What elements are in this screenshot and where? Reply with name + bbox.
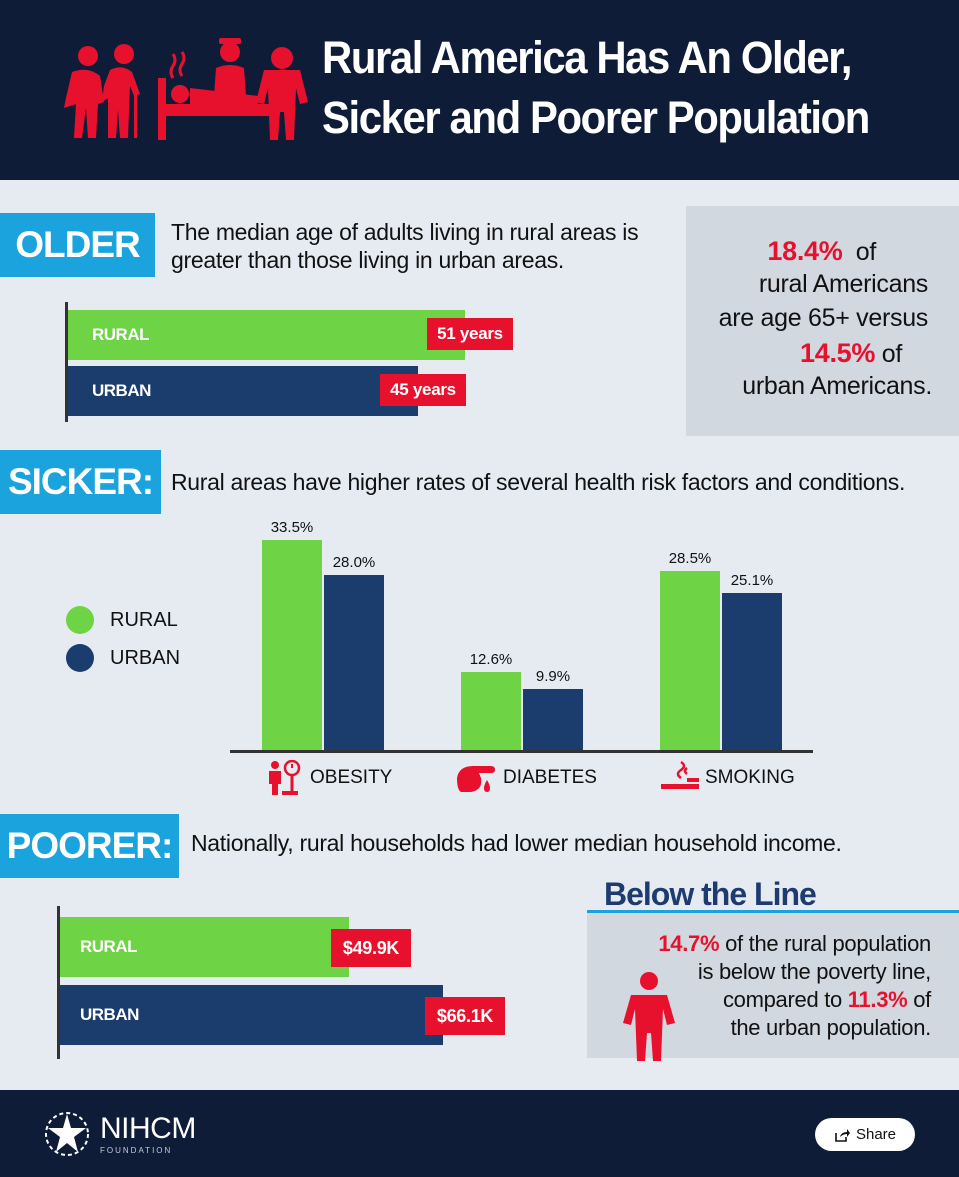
share-button-label: Share — [855, 1126, 897, 1143]
share-icon — [835, 1128, 850, 1142]
category-label-smoking: SMOKING — [705, 767, 795, 788]
legend-swatch-rural — [66, 606, 94, 634]
btl-line2: is below the poverty line, — [697, 959, 931, 984]
elderly-couple-icon — [64, 44, 140, 138]
data-label-smoking-rural: 28.5% — [668, 550, 712, 567]
older-description-line2: greater than those living in urban areas… — [171, 247, 565, 273]
btl-line1: 14.7% of the rural population — [658, 931, 931, 957]
person-hands-on-hips-icon — [623, 972, 675, 1061]
older-description-line1: The median age of adults living in rural… — [171, 219, 639, 245]
older-stat-line4: 14.5% of — [800, 338, 902, 369]
data-label-obesity-rural: 33.5% — [270, 519, 314, 536]
bar-diabetes-rural — [461, 672, 521, 751]
share-button[interactable]: Share — [815, 1118, 915, 1151]
value-tag-urban: 45 years — [380, 374, 466, 406]
bar-urban: URBAN — [60, 985, 443, 1045]
bar-label-rural: RURAL — [92, 325, 150, 344]
bar-label-rural: RURAL — [80, 937, 138, 956]
older-stat-line1: 18.4% of — [767, 236, 876, 267]
value-tag-rural: $49.9K — [331, 929, 411, 967]
category-label-obesity: OBESITY — [310, 767, 393, 788]
bar-rural: RURAL — [60, 917, 349, 977]
legend-label-urban: URBAN — [110, 646, 181, 669]
nihcm-logo-subtext: FOUNDATION — [100, 1146, 173, 1155]
legend-swatch-urban — [66, 644, 94, 672]
bar-label-urban: URBAN — [80, 1005, 139, 1024]
blood-drop-hand-icon — [457, 766, 495, 792]
data-label-diabetes-urban: 9.9% — [535, 668, 571, 685]
older-stat-line5: urban Americans. — [742, 372, 932, 400]
nihcm-star-logo-icon — [45, 1112, 89, 1156]
data-label-obesity-urban: 28.0% — [332, 554, 376, 571]
poorer-chart-axis — [57, 906, 60, 1059]
bar-obesity-urban — [324, 575, 384, 751]
category-label-diabetes: DIABETES — [503, 767, 597, 788]
urban-65-percent: 14.5% — [800, 338, 876, 368]
page-title-line1: Rural America Has An Older, — [322, 32, 852, 83]
legend-label-rural: RURAL — [110, 608, 178, 631]
below-the-line-rule — [587, 910, 959, 913]
older-stat-box: 18.4% of rural Americans are age 65+ ver… — [686, 206, 959, 436]
older-stat-of1: of — [855, 238, 877, 266]
category-smoking: SMOKING — [661, 760, 795, 796]
btl-line4: the urban population. — [730, 1015, 932, 1040]
older-stat-of2: of — [881, 340, 903, 368]
poorer-description: Nationally, rural households had lower m… — [191, 830, 842, 856]
legend-item-urban: URBAN — [66, 644, 180, 672]
header-illustration — [64, 38, 308, 140]
sicker-description: Rural areas have higher rates of several… — [171, 469, 906, 495]
below-the-line-title: Below the Line — [604, 876, 817, 912]
urban-poverty-percent: 11.3% — [847, 987, 908, 1012]
bar-diabetes-urban — [523, 689, 583, 751]
data-label-diabetes-rural: 12.6% — [469, 651, 513, 668]
older-stat-line3: are age 65+ versus — [718, 304, 929, 332]
bar-smoking-urban — [722, 593, 782, 751]
older-stat-line2: rural Americans — [758, 270, 928, 298]
rural-65-percent: 18.4% — [767, 236, 843, 266]
below-the-line-box: 14.7% of the rural population is below t… — [587, 913, 959, 1061]
rural-poverty-percent: 14.7% — [658, 931, 720, 956]
category-obesity: OBESITY — [266, 760, 392, 796]
bar-label-urban: URBAN — [92, 381, 151, 400]
btl-line1-rest: of the rural population — [725, 931, 931, 956]
nihcm-logo-text: NIHCM — [100, 1112, 196, 1145]
data-label-smoking-urban: 25.1% — [730, 572, 774, 589]
poorer-section-label: POORER: — [0, 814, 179, 878]
weight-scale-person-icon — [269, 760, 301, 795]
bar-obesity-rural — [262, 540, 322, 751]
btl-line3-pre: compared to — [722, 987, 842, 1012]
category-diabetes: DIABETES — [455, 760, 597, 796]
footer — [0, 1090, 959, 1177]
value-tag-urban: $66.1K — [425, 997, 505, 1035]
bar-urban: URBAN — [68, 366, 418, 416]
bar-smoking-rural — [660, 571, 720, 751]
btl-line3: compared to 11.3% of — [723, 987, 931, 1013]
older-section-label: OLDER — [0, 213, 155, 277]
cigarette-icon — [661, 760, 699, 789]
btl-line3-post: of — [913, 987, 931, 1012]
legend-item-rural: RURAL — [66, 606, 180, 634]
value-tag-rural: 51 years — [427, 318, 513, 350]
chart-legend: RURAL URBAN — [66, 606, 180, 672]
older-chart-axis — [65, 302, 68, 422]
health-chart-baseline — [230, 750, 813, 753]
sicker-section-label: SICKER: — [0, 450, 161, 514]
person-hands-on-hips-icon — [256, 47, 308, 140]
page-title-line2: Sicker and Poorer Population — [322, 92, 870, 143]
bar-rural: RURAL — [68, 310, 465, 360]
